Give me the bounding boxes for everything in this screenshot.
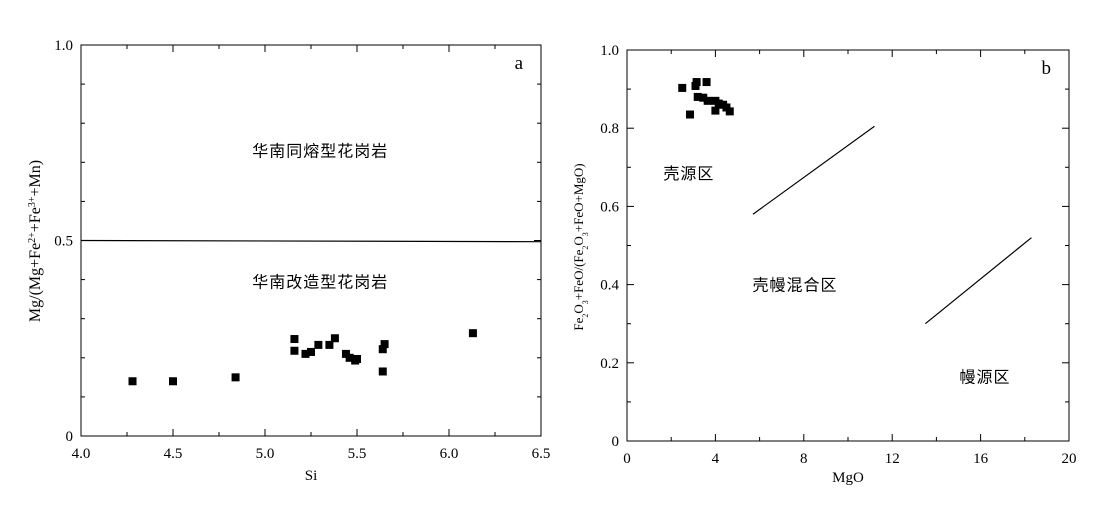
x-tick-label: 6.5 xyxy=(532,446,551,462)
data-point xyxy=(301,349,310,358)
data-point xyxy=(468,329,477,338)
x-tick-label: 0 xyxy=(623,451,631,467)
x-axis-label: Si xyxy=(305,468,318,484)
y-tick-label: 1.0 xyxy=(600,43,619,59)
region-label: 华南改造型花岗岩 xyxy=(252,272,388,291)
region-label: 华南同熔型花岗岩 xyxy=(252,141,388,160)
data-point xyxy=(380,340,389,349)
data-point xyxy=(314,340,323,349)
x-axis-label: MgO xyxy=(832,470,864,486)
y-tick-label: 0.5 xyxy=(54,234,73,250)
y-tick-label: 0.2 xyxy=(600,356,619,372)
y-tick-label: 0.4 xyxy=(600,278,619,294)
x-tick-label: 4.5 xyxy=(164,446,183,462)
x-tick-label: 5.0 xyxy=(256,446,275,462)
panel-a-scatter-chart: 4.0 4.5 5.0 5.5 6.0 6.5 0 0.5 1.0 Si Mg/(Mg+Fe2++F… xyxy=(27,38,551,484)
region-label: 壳源区 xyxy=(663,164,714,183)
data-point xyxy=(692,78,701,87)
panel-letter: a xyxy=(515,53,524,74)
boundary-line xyxy=(80,239,542,243)
data-point xyxy=(128,377,137,386)
data-point xyxy=(678,83,687,92)
data-point xyxy=(169,377,177,386)
data-point xyxy=(330,334,339,343)
data-point xyxy=(699,93,708,102)
x-tick-label: 20 xyxy=(1062,451,1077,467)
data-point xyxy=(290,346,299,355)
panel-letter: b xyxy=(1042,58,1052,79)
data-point xyxy=(231,373,240,382)
data-point xyxy=(290,335,299,344)
panel-b-scatter-chart: 0 4 8 12 16 20 0 0.2 0.4 0.6 0.8 1.0 MgO Fe2O3+FeO/(F… xyxy=(571,43,1077,486)
y-tick-label: 1.0 xyxy=(54,38,73,54)
y-tick-label: 0 xyxy=(612,434,620,450)
y-tick-label: 0 xyxy=(66,429,74,445)
data-point xyxy=(378,345,387,354)
x-tick-label: 4 xyxy=(712,451,720,467)
data-point xyxy=(307,347,315,356)
boundary-line xyxy=(924,237,1032,325)
data-point xyxy=(325,340,334,349)
data-point xyxy=(725,107,734,116)
x-tick-label: 16 xyxy=(973,451,989,467)
x-tick-label: 6.0 xyxy=(440,446,459,462)
region-label: 幔源区 xyxy=(960,367,1011,386)
x-tick-label: 4.0 xyxy=(72,446,91,462)
data-point xyxy=(702,78,711,87)
data-point xyxy=(711,106,720,115)
data-point xyxy=(685,110,694,119)
data-point xyxy=(693,92,702,101)
data-point xyxy=(345,353,354,362)
y-tick-label: 0.6 xyxy=(600,199,619,215)
y-tick-label: 0.8 xyxy=(600,121,619,137)
data-point xyxy=(353,354,361,363)
y-axis-label: Fe2O3+FeO/(Fe2O3+FeO+MgO) xyxy=(571,163,590,330)
x-tick-label: 8 xyxy=(800,451,808,467)
data-point xyxy=(378,367,387,376)
data-point xyxy=(714,99,723,108)
boundary-line xyxy=(752,125,875,215)
x-tick-label: 12 xyxy=(885,451,900,467)
x-tick-label: 5.5 xyxy=(348,446,367,462)
y-axis-label: Mg/(Mg+Fe2++Fe3++Mn) xyxy=(27,160,45,322)
region-label: 壳幔混合区 xyxy=(752,275,837,294)
data-point xyxy=(703,96,712,105)
